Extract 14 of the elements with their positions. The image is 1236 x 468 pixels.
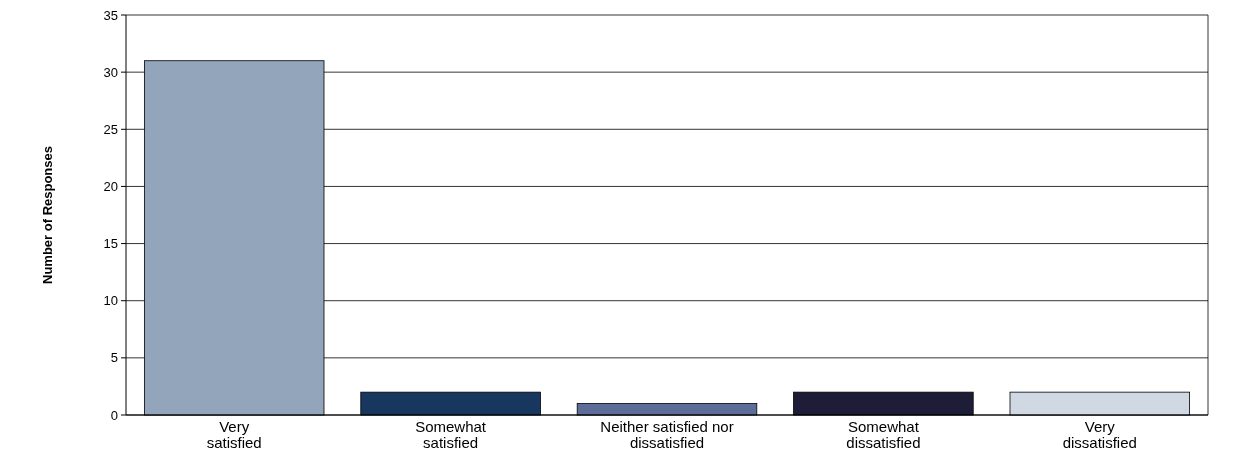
- y-tick-label: 0: [110, 407, 118, 423]
- y-tick-label: 10: [103, 293, 118, 309]
- x-tick-label: Very satisfied: [206, 418, 262, 451]
- y-tick-label: 20: [103, 178, 118, 194]
- y-tick-label: 5: [110, 350, 118, 366]
- x-tick-label: Somewhat dissatisfied: [846, 418, 921, 451]
- y-tick-label: 15: [103, 236, 118, 252]
- x-tick-label: Neither satisfied nor dissatisfied: [600, 418, 734, 451]
- y-tick-label: 35: [103, 7, 118, 23]
- y-tick-label: 25: [103, 121, 118, 137]
- y-tick-label: 30: [103, 64, 118, 80]
- x-tick-label: Very dissatisfied: [1062, 418, 1137, 451]
- y-axis-title: Number of Responses: [40, 146, 55, 284]
- x-tick-label: Somewhat satisfied: [415, 418, 487, 451]
